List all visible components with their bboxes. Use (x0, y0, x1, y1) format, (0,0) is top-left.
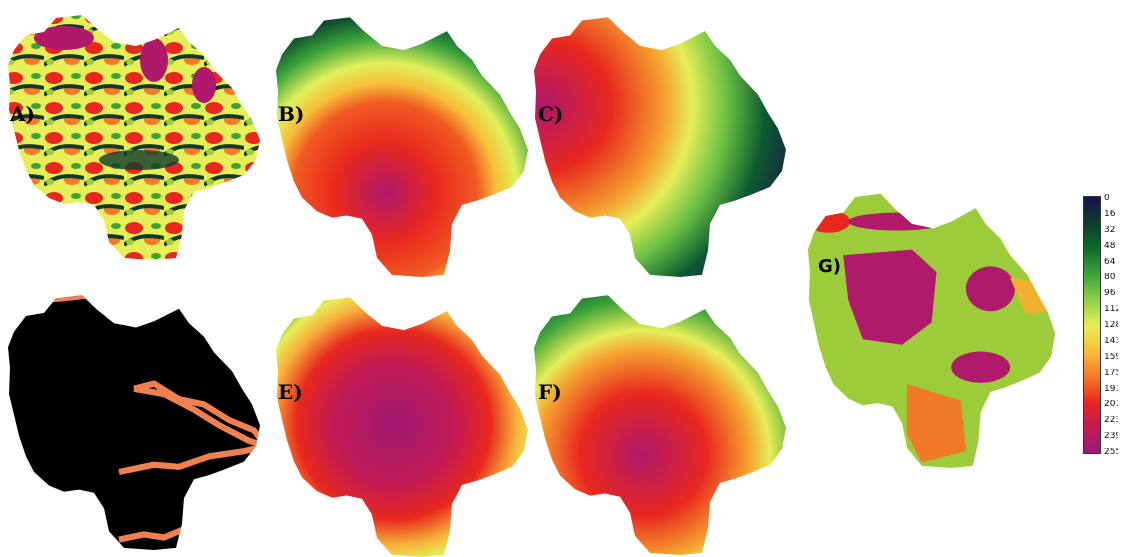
legend-tick-label: 80 (1104, 273, 1116, 283)
map-panel-a (8, 15, 260, 260)
map-panel-b (276, 17, 528, 277)
legend-tick-label: 96 (1104, 289, 1116, 299)
map-panel-c (534, 17, 786, 277)
map-panel-g (807, 193, 1056, 468)
legend-tick-label: 32 (1104, 225, 1116, 235)
legend-tick-label: 239 (1104, 432, 1118, 442)
legend-tick-label: 191 (1104, 384, 1118, 394)
panel-label-f: F) (538, 380, 562, 404)
legend-tick-label: 128 (1104, 321, 1118, 330)
panel-label-g: G) (818, 256, 842, 277)
panel-label-d: D) (10, 380, 37, 404)
legend-tick-label: 143 (1104, 336, 1118, 346)
legend-tick-label: 207 (1104, 400, 1118, 410)
legend-tick-label: 48 (1104, 241, 1116, 251)
legend-tick-label: 175 (1104, 368, 1118, 378)
map-panel-d (8, 295, 260, 550)
legend-tick-label: 255 (1104, 448, 1118, 457)
map-panel-f (534, 295, 786, 555)
color-legend: 0 16 32 48 64 80 96 112 128 143 159 175 191 207 223 239… (1083, 194, 1123, 457)
panel-label-a: A) (10, 102, 35, 126)
legend-tick-label: 64 (1104, 257, 1116, 267)
legend-color-bar (1083, 196, 1101, 454)
legend-tick-label: 112 (1104, 305, 1118, 315)
panel-label-c: C) (538, 102, 564, 126)
map-panel-e (276, 297, 528, 557)
legend-tick-label: 16 (1104, 209, 1116, 219)
legend-tick-label: 0 (1104, 194, 1110, 203)
legend-tick-label: 223 (1104, 416, 1118, 426)
panel-label-b: B) (278, 102, 305, 126)
panel-label-e: E) (278, 380, 303, 404)
legend-tick-label: 159 (1104, 352, 1118, 362)
